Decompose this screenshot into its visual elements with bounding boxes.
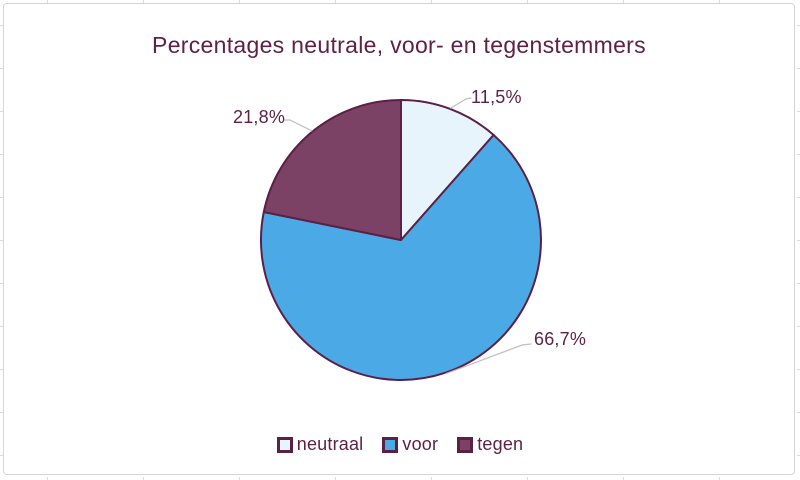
gridline-tick	[797, 197, 800, 198]
gridline-tick	[797, 68, 800, 69]
legend: neutraal voor tegen	[0, 434, 800, 455]
gridline-tick	[623, 0, 624, 3]
gridline-tick	[0, 154, 3, 155]
gridline-tick	[797, 369, 800, 370]
gridline-tick	[719, 0, 720, 3]
pie-slice-neutraal[interactable]	[400, 99, 495, 241]
gridline-tick	[143, 0, 144, 3]
gridline-tick	[0, 369, 3, 370]
gridline-tick	[239, 0, 240, 3]
gridline-tick	[0, 68, 3, 69]
gridline-tick	[797, 455, 800, 456]
gridline-tick	[0, 412, 3, 413]
gridline-tick	[797, 326, 800, 327]
chart-object[interactable]: Percentages neutrale, voor- en tegenstem…	[3, 3, 795, 475]
gridline-tick	[623, 477, 624, 480]
gridline-tick	[527, 477, 528, 480]
gridline-tick	[239, 477, 240, 480]
gridline-tick	[0, 455, 3, 456]
legend-item-neutraal[interactable]: neutraal	[276, 434, 364, 455]
gridline-tick	[47, 0, 48, 3]
data-label-neutraal: 11,5%	[471, 87, 522, 107]
gridline-tick	[431, 477, 432, 480]
legend-swatch-tegen	[457, 436, 474, 453]
gridline-tick	[0, 326, 3, 327]
leader-line-neutraal	[450, 97, 472, 109]
pie-slice-voor[interactable]	[259, 134, 542, 381]
gridline-tick	[335, 0, 336, 3]
gridline-tick	[47, 477, 48, 480]
gridline-tick	[0, 25, 3, 26]
data-label-tegen: 21,8%	[233, 107, 286, 127]
gridline-tick	[0, 197, 3, 198]
chart-title: Percentages neutrale, voor- en tegenstem…	[152, 32, 646, 58]
legend-item-voor[interactable]: voor	[382, 434, 438, 455]
gridline-tick	[431, 0, 432, 3]
gridline-tick	[797, 25, 800, 26]
legend-label-voor: voor	[402, 434, 439, 454]
gridline-tick	[0, 240, 3, 241]
gridline-tick	[797, 240, 800, 241]
leader-line-tegen	[283, 119, 313, 132]
legend-swatch-neutraal	[276, 436, 293, 453]
legend-swatch-voor	[382, 436, 399, 453]
gridline-tick	[527, 0, 528, 3]
gridline-tick	[797, 412, 800, 413]
gridline-tick	[797, 111, 800, 112]
gridline-tick	[0, 111, 3, 112]
data-label-voor: 66,7%	[534, 329, 587, 349]
gridline-tick	[797, 283, 800, 284]
gridline-tick	[335, 477, 336, 480]
legend-item-tegen[interactable]: tegen	[457, 434, 523, 455]
legend-label-neutraal: neutraal	[296, 434, 364, 454]
gridline-tick	[143, 477, 144, 480]
leader-line-voor	[445, 343, 532, 375]
gridline-tick	[0, 283, 3, 284]
pie-slice-tegen[interactable]	[262, 99, 402, 241]
legend-label-tegen: tegen	[477, 434, 524, 454]
gridline-tick	[797, 154, 800, 155]
gridline-tick	[719, 477, 720, 480]
